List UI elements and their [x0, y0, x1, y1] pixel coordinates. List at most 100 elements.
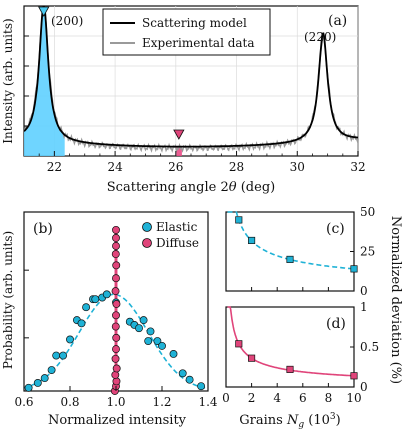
elastic-point [144, 337, 153, 346]
panel-a-label: (a) [328, 13, 347, 29]
panel-d-plot [227, 306, 358, 380]
elastic-point [158, 341, 166, 350]
diffuse-point [112, 242, 120, 250]
diffuse-point [111, 322, 120, 331]
elastic-point [135, 324, 143, 333]
peak-marker-magenta [173, 129, 185, 140]
diffuse-point [111, 250, 120, 259]
elastic-point [33, 378, 42, 387]
diffuse-point [112, 234, 120, 242]
peak-200-label: (200) [51, 14, 83, 28]
data-point [235, 340, 243, 348]
panel-a-ticks: 22 24 26 28 30 32 [24, 35, 366, 174]
elastic-point [40, 374, 49, 383]
x-tick-label: 0.6 [14, 395, 33, 409]
y-tick-label: 0 [360, 380, 368, 394]
elastic-point [47, 366, 56, 375]
legend-diffuse-marker [142, 238, 152, 248]
diffuse-point [112, 377, 121, 386]
data-point [286, 365, 294, 373]
panel-a-markers [38, 6, 185, 140]
panel-a-xlabel: Scattering angle 2θ (deg) [107, 180, 275, 195]
panel-b-ticks: 0.6 0.8 1.0 1.2 1.4 [14, 269, 218, 409]
y-tick-label: 1 [360, 300, 368, 314]
data-point [286, 255, 294, 263]
x-tick-label: 0.8 [60, 395, 79, 409]
panel-b-ylabel: Probability (arb. units) [1, 231, 15, 369]
elastic-point [139, 316, 148, 325]
diffuse-point [112, 364, 121, 373]
elastic-point [91, 295, 100, 304]
data-point [248, 236, 256, 244]
x-tick-label: 22 [47, 160, 62, 174]
x-tick-label: 30 [290, 160, 305, 174]
panel-a-ylabel: Intensity (arb. units) [1, 18, 15, 143]
y-tick-label: 50 [360, 205, 375, 219]
x-tick-label: 4 [273, 391, 281, 405]
elastic-point [66, 335, 74, 344]
diffuse-point [111, 354, 120, 363]
x-tick-label: 0 [222, 391, 230, 405]
x-tick-label: 1.2 [152, 395, 171, 409]
panel-d-label: (d) [326, 316, 346, 332]
panel-a-legend: Scattering model Experimental data [102, 8, 271, 56]
shaded-band [24, 6, 65, 156]
scattering-model-line [23, 5, 358, 148]
elastic-point [146, 327, 155, 336]
experimental-data-line [23, 7, 359, 154]
legend-elastic-marker [142, 222, 152, 232]
y-tick-label: 0.5 [360, 340, 379, 354]
elastic-point [77, 319, 86, 328]
panel-d-xlabel: Grains Ng (103) [239, 412, 340, 430]
x-tick-label: 1.0 [106, 395, 125, 409]
x-tick-label: 32 [350, 160, 365, 174]
panel-b-legend: Elastic Diffuse [142, 220, 199, 250]
legend-model-label: Scattering model [142, 16, 247, 30]
elastic-point [24, 383, 33, 392]
elastic-point [102, 290, 111, 299]
diffuse-point [112, 300, 121, 308]
fit-curve [227, 211, 354, 270]
elastic-point [197, 382, 206, 391]
x-tick-label: 10 [346, 391, 361, 405]
legend-experimental-label: Experimental data [142, 36, 255, 50]
diffuse-point [112, 274, 120, 283]
data-point [235, 216, 243, 224]
x-tick-label: 1.4 [198, 395, 217, 409]
data-point [350, 265, 358, 273]
diffuse-point [111, 370, 120, 379]
diffuse-point [112, 225, 120, 234]
elastic-point [52, 351, 61, 360]
data-point [350, 372, 358, 380]
panel-a-chart: 22 24 26 28 30 32 (a) (200) (220) Scattering … [1, 5, 366, 195]
legend-diffuse-label: Diffuse [156, 236, 199, 250]
elastic-point [185, 375, 194, 384]
diffuse-point [112, 345, 120, 354]
elastic-point [169, 349, 178, 358]
data-point [248, 354, 256, 362]
panel-c-plot [227, 211, 358, 273]
panel-a-lines [23, 5, 359, 154]
panel-c-label: (c) [326, 221, 345, 237]
panel-b-xlabel: Normalized intensity [48, 413, 187, 428]
elastic-point [178, 369, 187, 378]
panel-c-ticks: 0 25 50 [225, 205, 375, 298]
y-tick-label: 0 [360, 284, 368, 298]
diffuse-point [112, 333, 121, 342]
shared-right-ylabel: Normalized deviation (%) [388, 216, 402, 384]
x-tick-label: 26 [168, 160, 183, 174]
diffuse-point [112, 311, 120, 320]
panel-c-chart: 0 25 50 (c) [225, 205, 375, 298]
panel-b-plot [23, 225, 209, 395]
x-tick-label: 24 [107, 160, 123, 174]
x-tick-label: 8 [325, 391, 333, 405]
panel-b-label: (b) [33, 221, 53, 237]
diffuse-point [111, 287, 120, 296]
elastic-point [82, 303, 91, 312]
x-tick-label: 2 [248, 391, 256, 405]
y-tick-label: 25 [360, 245, 375, 259]
peak-marker-cyan [38, 6, 50, 17]
